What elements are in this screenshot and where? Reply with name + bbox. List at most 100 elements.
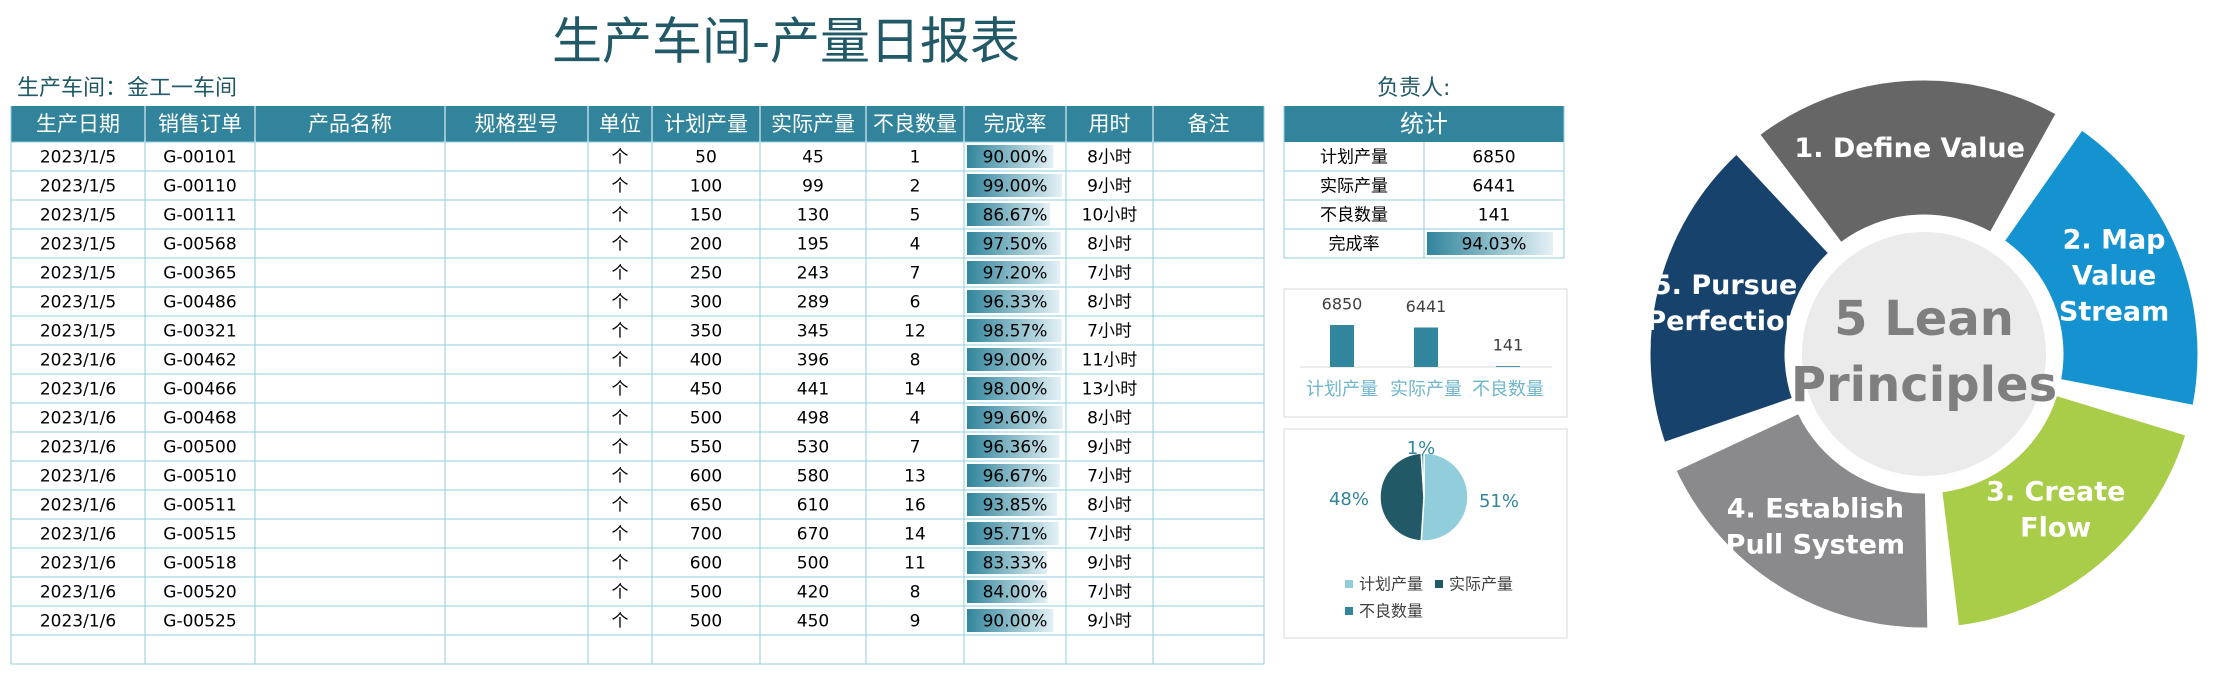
cell: G-00515 <box>163 525 236 545</box>
cell: 7小时 <box>1087 264 1132 284</box>
cell: 9小时 <box>1087 554 1132 574</box>
cell: 2023/1/5 <box>40 206 116 226</box>
lean-center <box>1798 228 2050 480</box>
stats-value: 141 <box>1478 206 1510 226</box>
cell: 个 <box>612 206 629 226</box>
lean-center-text: Principles <box>1791 357 2057 413</box>
rate-data-bar <box>967 406 1063 429</box>
cell: 99 <box>802 177 824 197</box>
rate-data-bar <box>967 290 1060 313</box>
stats-value: 6441 <box>1472 177 1515 197</box>
cell: 97.20% <box>983 264 1048 284</box>
column-header: 计划产量 <box>664 112 748 136</box>
cell: 250 <box>690 264 722 284</box>
cell: 50 <box>695 148 717 168</box>
cell: 2023/1/5 <box>40 148 116 168</box>
stats-title: 统计 <box>1400 110 1448 138</box>
bar <box>1330 325 1354 367</box>
cell: 45 <box>802 148 824 168</box>
lean-label: Stream <box>2059 297 2169 328</box>
stats-label: 计划产量 <box>1320 148 1388 168</box>
column-header: 生产日期 <box>36 112 120 136</box>
cell: 420 <box>797 583 829 603</box>
cell: 10小时 <box>1082 206 1138 226</box>
cell: 13 <box>904 467 926 487</box>
lean-segment <box>1939 392 2189 629</box>
cell: 4 <box>910 235 921 255</box>
cell: 93.85% <box>983 496 1048 516</box>
cell: 500 <box>690 583 722 603</box>
cell: 个 <box>612 467 629 487</box>
legend-swatch <box>1345 607 1353 615</box>
stats-header-bg <box>1284 106 1564 142</box>
lean-label: 4. Establish <box>1727 493 1904 524</box>
bar <box>1496 366 1520 367</box>
cell: G-00365 <box>163 264 236 284</box>
cell: 580 <box>797 467 829 487</box>
cell: 441 <box>797 380 829 400</box>
pie-value-label: 48% <box>1329 489 1369 510</box>
cell: 8小时 <box>1087 235 1132 255</box>
cell: 610 <box>797 496 829 516</box>
cell: 6 <box>910 293 921 313</box>
lean-label: 1. Define Value <box>1794 133 2025 164</box>
cell: 7小时 <box>1087 467 1132 487</box>
cell: G-00520 <box>163 583 236 603</box>
bar-category-label: 不良数量 <box>1472 379 1544 400</box>
pie-value-label: 51% <box>1479 491 1519 512</box>
cell: 500 <box>690 612 722 632</box>
cell: 2023/1/5 <box>40 293 116 313</box>
cell: 9 <box>910 612 921 632</box>
cell: 90.00% <box>983 612 1048 632</box>
bar-value-label: 6850 <box>1322 295 1363 314</box>
cell: 2023/1/6 <box>40 612 116 632</box>
cell: 650 <box>690 496 722 516</box>
cell: 100 <box>690 177 722 197</box>
cell: 1 <box>910 148 921 168</box>
cell: G-00111 <box>163 206 236 226</box>
stats-rate-bar <box>1427 232 1554 255</box>
lean-label: 3. Create <box>1986 477 2125 508</box>
cell: 8小时 <box>1087 293 1132 313</box>
column-header: 不良数量 <box>873 112 957 136</box>
cell: 8 <box>910 583 921 603</box>
rate-data-bar <box>967 348 1063 371</box>
cell: 12 <box>904 322 926 342</box>
cell: G-00525 <box>163 612 236 632</box>
lean-label: 2. Map <box>2063 225 2166 256</box>
cell: G-00568 <box>163 235 236 255</box>
cell: G-00466 <box>163 380 236 400</box>
rate-data-bar <box>967 174 1063 197</box>
lean-label: Perfection <box>1646 306 1803 337</box>
cell: 130 <box>797 206 829 226</box>
bar-value-label: 6441 <box>1406 297 1447 316</box>
cell: 个 <box>612 438 629 458</box>
lean-segment <box>1647 150 1832 446</box>
lean-segment <box>2001 126 2201 409</box>
rate-data-bar <box>967 464 1060 487</box>
cell: 98.57% <box>983 322 1048 342</box>
cell: G-00468 <box>163 409 236 429</box>
bar-value-label: 141 <box>1493 336 1524 355</box>
cell: G-00101 <box>163 148 236 168</box>
cell: 96.36% <box>983 438 1048 458</box>
legend-swatch <box>1345 580 1353 588</box>
cell: G-00511 <box>163 496 236 516</box>
stats-value: 6850 <box>1472 148 1515 168</box>
cell: 14 <box>904 380 926 400</box>
cell: 86.67% <box>983 206 1048 226</box>
cell: 84.00% <box>983 583 1048 603</box>
cell: 2023/1/5 <box>40 264 116 284</box>
cell: 400 <box>690 351 722 371</box>
cell: 个 <box>612 235 629 255</box>
rate-data-bar <box>967 580 1048 603</box>
cell: 16 <box>904 496 926 516</box>
cell: 96.33% <box>983 293 1048 313</box>
cell: 450 <box>690 380 722 400</box>
pie-slice <box>1420 452 1425 498</box>
pie-slice <box>1379 452 1425 542</box>
legend-label: 实际产量 <box>1449 575 1513 594</box>
cell: 4 <box>910 409 921 429</box>
cell: 个 <box>612 322 629 342</box>
bar-category-label: 实际产量 <box>1390 379 1462 400</box>
